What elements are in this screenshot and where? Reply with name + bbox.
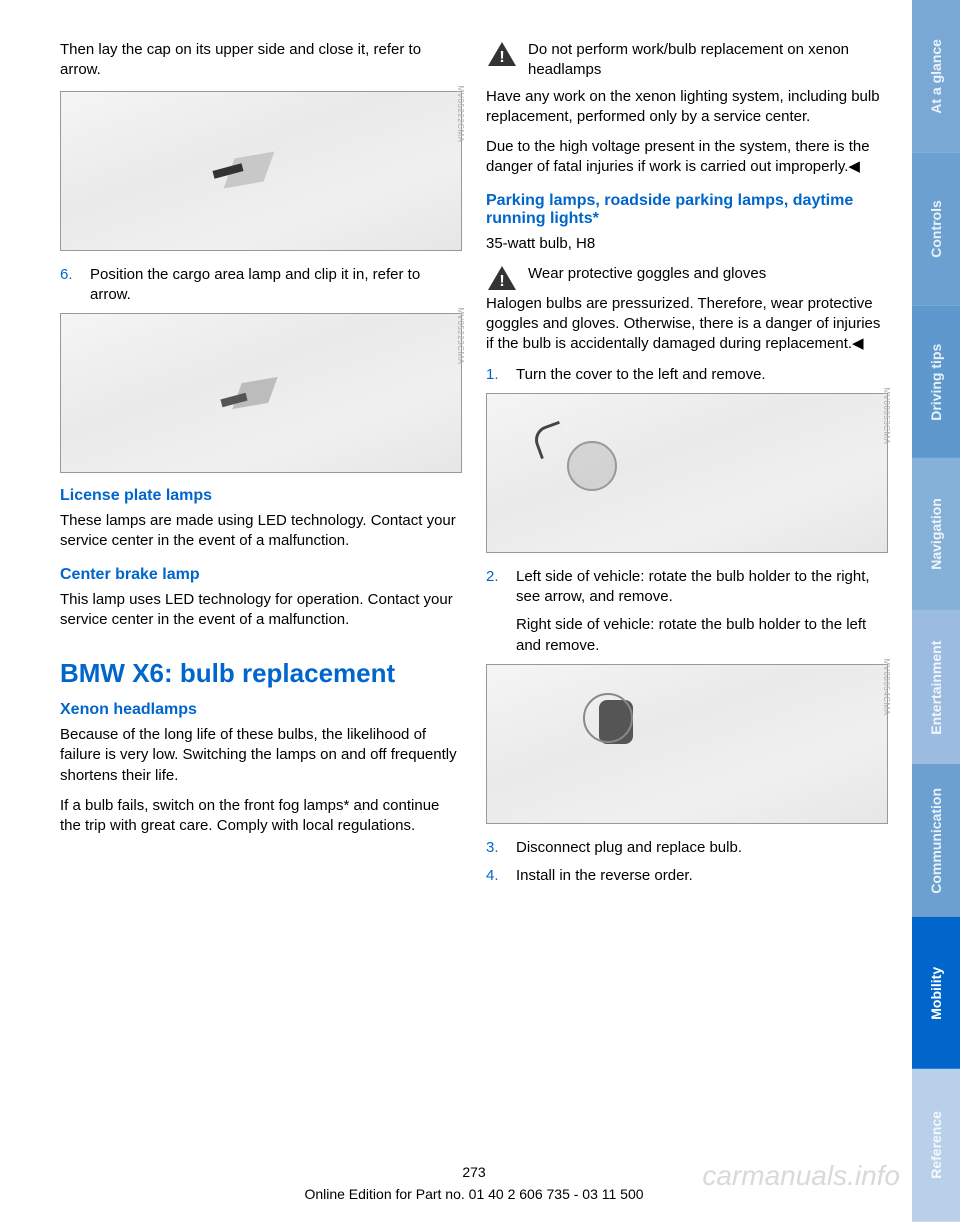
step-text: Disconnect plug and replace bulb. (516, 838, 742, 858)
body-text: These lamps are made using LED technolog… (60, 511, 462, 552)
body-text: 35-watt bulb, H8 (486, 234, 888, 254)
edition-info: Online Edition for Part no. 01 40 2 606 … (60, 1186, 888, 1202)
step-text: Left side of vehicle: rotate the bulb ho… (516, 567, 888, 608)
warning-text: Do not perform work/bulb replacement on … (528, 40, 888, 81)
step-number: 2. (486, 567, 504, 656)
warning-box-xenon: ! Do not perform work/bulb replacement o… (486, 40, 888, 81)
step-number: 3. (486, 838, 504, 858)
svg-text:!: ! (499, 273, 504, 290)
heading-xenon: Xenon headlamps (60, 701, 462, 719)
tab-communication[interactable]: Communication (912, 764, 960, 917)
warning-icon: ! (486, 40, 518, 68)
tab-driving-tips[interactable]: Driving tips (912, 306, 960, 459)
body-text: This lamp uses LED technology for operat… (60, 590, 462, 631)
warning-icon: ! (486, 264, 518, 292)
warning-box-goggles: ! Wear protective goggles and gloves (486, 264, 888, 292)
tab-reference[interactable]: Reference (912, 1069, 960, 1222)
figure-bulb-holder (486, 664, 888, 824)
step-text: Install in the reverse order. (516, 866, 693, 886)
page-footer: 273 Online Edition for Part no. 01 40 2 … (60, 1148, 888, 1202)
tab-at-a-glance[interactable]: At a glance (912, 0, 960, 153)
warning-text: Wear protective goggles and gloves (528, 264, 766, 292)
step-2: 2. Left side of vehicle: rotate the bulb… (486, 567, 888, 656)
two-column-layout: Then lay the cap on its upper side and c… (60, 40, 888, 1148)
step-3: 3. Disconnect plug and replace bulb. (486, 838, 888, 858)
step-text: Position the cargo area lamp and clip it… (90, 265, 462, 306)
right-column: ! Do not perform work/bulb replacement o… (486, 40, 888, 1148)
body-text: If a bulb fails, switch on the front fog… (60, 796, 462, 837)
figure-cargo-cap (60, 91, 462, 251)
heading-parking-lamps: Parking lamps, roadside parking lamps, d… (486, 192, 888, 228)
heading-center-brake: Center brake lamp (60, 566, 462, 584)
figure-cover-remove (486, 393, 888, 553)
step-number: 6. (60, 265, 78, 306)
step-text-2: Right side of vehicle: rotate the bulb h… (516, 615, 888, 656)
step-4: 4. Install in the reverse order. (486, 866, 888, 886)
body-text: Because of the long life of these bulbs,… (60, 725, 462, 786)
body-text: Due to the high voltage present in the s… (486, 137, 888, 178)
body-text: Have any work on the xenon lighting syst… (486, 87, 888, 128)
tab-mobility[interactable]: Mobility (912, 917, 960, 1070)
step-number: 1. (486, 365, 504, 385)
svg-text:!: ! (499, 49, 504, 66)
step-text: Turn the cover to the left and remove. (516, 365, 766, 385)
step-number: 4. (486, 866, 504, 886)
page-content: Then lay the cap on its upper side and c… (0, 0, 912, 1222)
tab-navigation[interactable]: Navigation (912, 458, 960, 611)
heading-bmw-x6: BMW X6: bulb replacement (60, 658, 462, 689)
body-text: Halogen bulbs are pressurized. Therefore… (486, 294, 888, 355)
step-1: 1. Turn the cover to the left and remove… (486, 365, 888, 385)
page-number: 273 (60, 1164, 888, 1180)
left-column: Then lay the cap on its upper side and c… (60, 40, 462, 1148)
side-tabs: At a glance Controls Driving tips Naviga… (912, 0, 960, 1222)
step-6: 6. Position the cargo area lamp and clip… (60, 265, 462, 306)
body-text: Then lay the cap on its upper side and c… (60, 40, 462, 81)
heading-license-plate: License plate lamps (60, 487, 462, 505)
figure-cargo-lamp (60, 313, 462, 473)
tab-controls[interactable]: Controls (912, 153, 960, 306)
tab-entertainment[interactable]: Entertainment (912, 611, 960, 764)
